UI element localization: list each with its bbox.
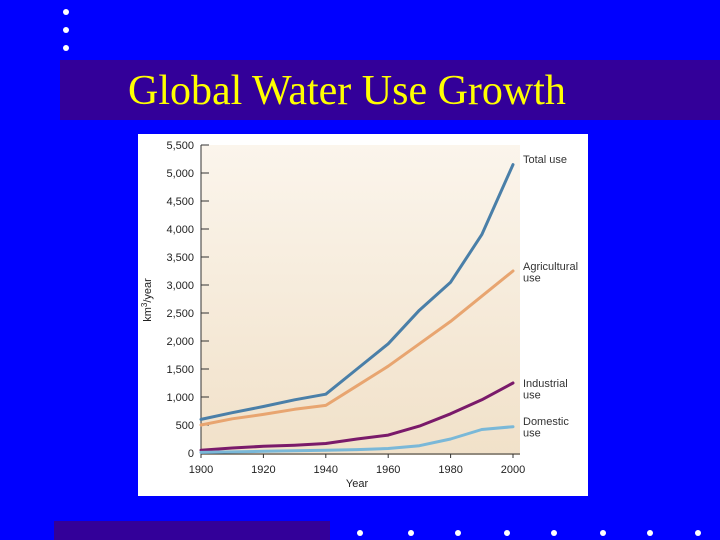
bullet-dot <box>647 530 653 536</box>
bullet-dot <box>63 45 69 51</box>
x-tick-label: 1980 <box>438 464 462 476</box>
y-tick-label: 4,500 <box>166 196 194 208</box>
x-tick-label: 1900 <box>189 464 213 476</box>
bottom-bar <box>54 521 330 540</box>
series-label-agricultural-use: use <box>523 273 541 285</box>
x-axis-label: Year <box>346 478 369 490</box>
series-label-industrial-use: Industrial <box>523 378 568 390</box>
series-label-domestic-use: Domestic <box>523 416 569 428</box>
y-axis-label-sup: 3 <box>140 302 149 307</box>
series-label-agricultural-use: Agricultural <box>523 261 578 273</box>
bullet-dot <box>357 530 363 536</box>
bullet-dot <box>551 530 557 536</box>
y-tick-label: 2,500 <box>166 308 194 320</box>
chart-panel: 0 500 1,000 1,500 2,000 2,500 3,000 3,500 4,000 4… <box>138 134 588 496</box>
bullet-dot <box>600 530 606 536</box>
bullet-dot <box>63 9 69 15</box>
y-tick-label: 5,000 <box>166 168 194 180</box>
bullet-dot <box>504 530 510 536</box>
water-use-chart: 0 500 1,000 1,500 2,000 2,500 3,000 3,500 4,000 4… <box>140 140 578 490</box>
x-tick-label: 2000 <box>501 464 525 476</box>
bullet-dot <box>63 27 69 33</box>
x-tick-label: 1940 <box>314 464 338 476</box>
series-line-industrial-use <box>199 381 515 452</box>
series-label-total-use: Total use <box>523 154 567 166</box>
bullet-dot <box>695 530 701 536</box>
x-tick-label: 1960 <box>376 464 400 476</box>
bullet-dot <box>455 530 461 536</box>
series-line-domestic-use <box>199 425 515 454</box>
y-tick-label: 5,500 <box>166 140 194 152</box>
y-tick-label: 500 <box>176 420 194 432</box>
series-line-agricultural-use <box>199 269 515 427</box>
y-tick-label: 3,500 <box>166 252 194 264</box>
bullet-dot <box>408 530 414 536</box>
title-bar <box>60 60 720 120</box>
x-tick-label: 1920 <box>251 464 275 476</box>
slide-title: Global Water Use Growth <box>128 68 566 114</box>
y-tick-label: 3,000 <box>166 280 194 292</box>
y-tick-label: 2,000 <box>166 336 194 348</box>
y-axis-label: km3/year <box>140 278 154 322</box>
y-tick-label: 1,500 <box>166 364 194 376</box>
y-axis-label-main: km <box>142 307 154 322</box>
y-tick-label: 0 <box>188 448 194 460</box>
y-axis-label-rest: /year <box>142 278 154 303</box>
plot-area <box>201 145 520 455</box>
series-line-total-use <box>199 163 515 421</box>
series-label-industrial-use: use <box>523 390 541 402</box>
series-label-domestic-use: use <box>523 428 541 440</box>
y-tick-label: 4,000 <box>166 224 194 236</box>
y-tick-label: 1,000 <box>166 392 194 404</box>
